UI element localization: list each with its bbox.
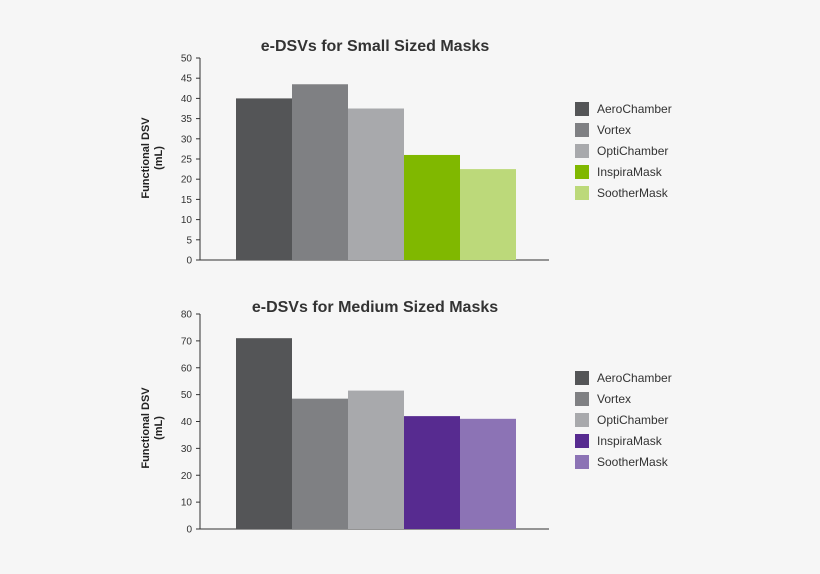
bar-optichamber: [348, 390, 404, 529]
legend-label: AeroChamber: [597, 370, 672, 385]
legend-label: AeroChamber: [597, 101, 672, 116]
legend-swatch: [575, 186, 589, 201]
y-tick-label: 80: [181, 310, 193, 321]
legend-label: SootherMask: [597, 186, 668, 201]
bar-aerochamber: [236, 98, 292, 261]
chart-medium-masks: e-DSVs for Medium Sized Masks Functional…: [0, 287, 820, 574]
y-tick-label: 50: [181, 54, 193, 65]
bar-soothermask: [460, 169, 516, 260]
bar-vortex: [292, 84, 348, 260]
legend-item-inspiramask: InspiraMask: [575, 162, 672, 183]
y-tick-label: 30: [181, 134, 193, 145]
legend-swatch: [575, 122, 589, 137]
y-tick-label: 5: [186, 235, 192, 246]
legend-label: Vortex: [597, 122, 632, 137]
plot-area: 0 10 20 30 40 50 60 70 80: [181, 310, 549, 536]
y-tick-label: 10: [181, 215, 193, 226]
legend-swatch: [575, 101, 589, 116]
legend-item-vortex: Vortex: [575, 388, 672, 409]
legend-label: SootherMask: [597, 455, 668, 470]
plot-area: 0 5 10 15 20 25 30 35 40 45 50: [181, 54, 549, 267]
legend-item-soothermask: SootherMask: [575, 452, 672, 473]
legend-item-optichamber: OptiChamber: [575, 409, 672, 430]
bar-aerochamber: [236, 338, 292, 529]
y-tick-label: 70: [181, 336, 193, 347]
legend-item-soothermask: SootherMask: [575, 183, 672, 204]
bar-vortex: [292, 398, 348, 529]
legend: AeroChamber Vortex OptiChamber InspiraMask S…: [575, 367, 672, 473]
y-tick-label: 20: [181, 175, 193, 186]
y-tick-label: 0: [186, 525, 192, 536]
legend: AeroChamber Vortex OptiChamber InspiraMask S…: [575, 98, 672, 204]
legend-item-aerochamber: AeroChamber: [575, 367, 672, 388]
legend-label: OptiChamber: [597, 412, 669, 427]
chart-small-masks: e-DSVs for Small Sized Masks Functional …: [140, 38, 672, 267]
bar-optichamber: [348, 108, 404, 260]
legend-swatch: [575, 434, 589, 449]
bar-inspiramask: [404, 154, 460, 260]
chart-title: e-DSVs for Small Sized Masks: [260, 38, 490, 55]
bar-inspiramask: [404, 416, 460, 529]
legend-swatch: [575, 370, 589, 385]
y-tick-label: 10: [181, 498, 193, 509]
y-tick-label: 40: [181, 417, 193, 428]
legend-item-vortex: Vortex: [575, 119, 672, 140]
chart-title: e-DSVs for Medium Sized Masks: [251, 299, 499, 316]
legend-swatch: [575, 143, 589, 158]
legend-label: Vortex: [597, 391, 632, 406]
y-tick-label: 35: [181, 114, 193, 125]
y-tick-label: 60: [181, 363, 193, 374]
y-tick-label: 45: [181, 74, 193, 85]
y-tick-label: 20: [181, 471, 193, 482]
y-tick-label: 25: [181, 155, 193, 166]
legend-item-inspiramask: InspiraMask: [575, 431, 672, 452]
legend-swatch: [575, 391, 589, 406]
y-tick-label: 50: [181, 390, 193, 401]
legend-label: OptiChamber: [597, 143, 669, 158]
y-tick-label: 0: [186, 256, 192, 267]
legend-swatch: [575, 412, 589, 427]
legend-label: InspiraMask: [597, 434, 662, 449]
bar-soothermask: [460, 418, 516, 529]
y-tick-label: 30: [181, 444, 193, 455]
y-tick-label: 15: [181, 195, 193, 206]
legend-swatch: [575, 165, 589, 180]
legend-item-optichamber: OptiChamber: [575, 140, 672, 161]
legend-item-aerochamber: AeroChamber: [575, 98, 672, 119]
legend-swatch: [575, 455, 589, 470]
y-tick-label: 40: [181, 94, 193, 105]
legend-label: InspiraMask: [597, 165, 662, 180]
